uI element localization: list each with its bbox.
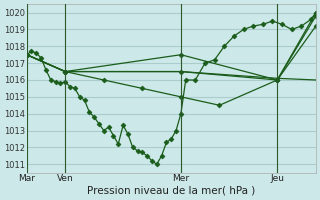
X-axis label: Pression niveau de la mer( hPa ): Pression niveau de la mer( hPa ) <box>87 186 255 196</box>
